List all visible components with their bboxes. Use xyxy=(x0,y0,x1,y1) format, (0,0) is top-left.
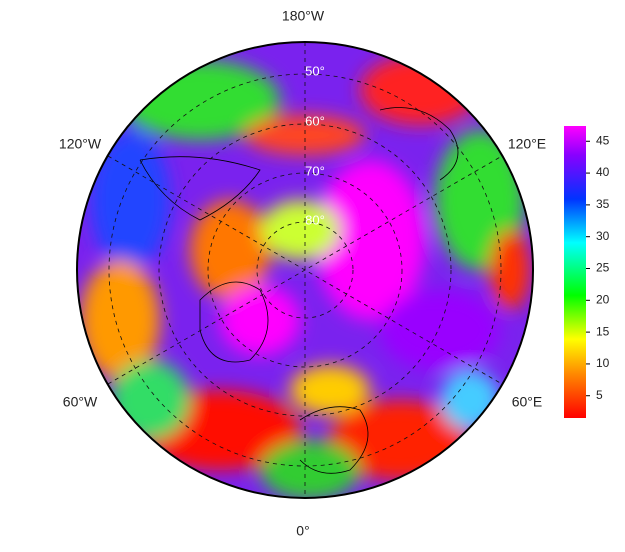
lon-label: 120°W xyxy=(59,136,102,152)
colorbar-tick-label: 45 xyxy=(596,133,610,147)
colorbar-tick-label: 20 xyxy=(596,292,610,306)
colorbar-tick-label: 40 xyxy=(596,165,610,179)
colorbar-tick-label: 10 xyxy=(596,356,610,370)
lat-label: 50° xyxy=(305,63,325,78)
colorbar-tick-label: 25 xyxy=(596,261,610,275)
lat-label: 60° xyxy=(305,113,325,128)
colorbar-tick-label: 30 xyxy=(596,229,610,243)
colorbar-tick-label: 15 xyxy=(596,324,610,338)
lat-label: 80° xyxy=(305,212,325,227)
lon-label: 0° xyxy=(296,523,309,539)
colorbar-tick-label: 35 xyxy=(596,197,610,211)
heatmap-field xyxy=(77,42,533,498)
lon-label: 120°E xyxy=(508,136,546,152)
colorbar-tick-label: 5 xyxy=(596,388,603,402)
map-border xyxy=(76,41,534,499)
lon-label: 60°E xyxy=(512,394,543,410)
lat-label: 70° xyxy=(305,163,325,178)
lon-label: 60°W xyxy=(63,394,98,410)
colorbar xyxy=(564,126,586,418)
lon-label: 180°W xyxy=(282,8,325,24)
